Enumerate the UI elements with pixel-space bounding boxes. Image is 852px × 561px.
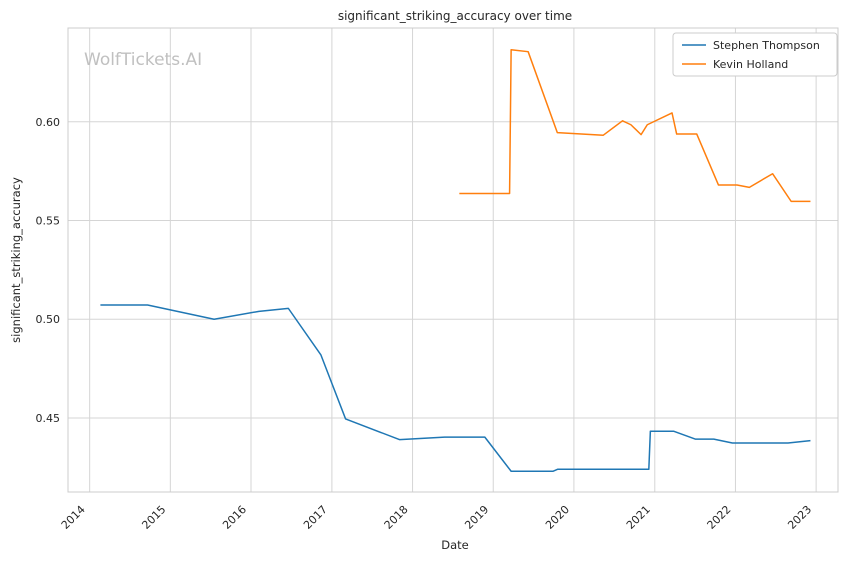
y-axis-label: significant_striking_accuracy <box>9 177 23 343</box>
y-tick-label-0.45: 0.45 <box>36 412 61 425</box>
y-tick-label-0.60: 0.60 <box>36 116 61 129</box>
x-axis-label: Date <box>441 538 469 552</box>
series-layer <box>100 48 811 473</box>
legend-label-kevin-holland: Kevin Holland <box>713 58 788 71</box>
legend: Stephen Thompson Kevin Holland <box>672 32 838 77</box>
y-tick-labels: 0.45 0.50 0.55 0.60 <box>36 116 61 425</box>
y-tick-label-0.50: 0.50 <box>36 313 61 326</box>
grid-lines <box>68 28 838 492</box>
plot-frame <box>67 27 839 493</box>
plot-area <box>68 28 838 492</box>
legend-label-stephen-thompson: Stephen Thompson <box>713 39 820 52</box>
series-line-kevin-holland <box>459 48 811 203</box>
watermark: WolfTickets.AI <box>84 50 202 70</box>
y-tick-label-0.55: 0.55 <box>36 215 61 228</box>
legend-box <box>672 32 838 77</box>
chart-title: significant_striking_accuracy over time <box>338 9 572 23</box>
series-line-stephen-thompson <box>100 304 811 473</box>
